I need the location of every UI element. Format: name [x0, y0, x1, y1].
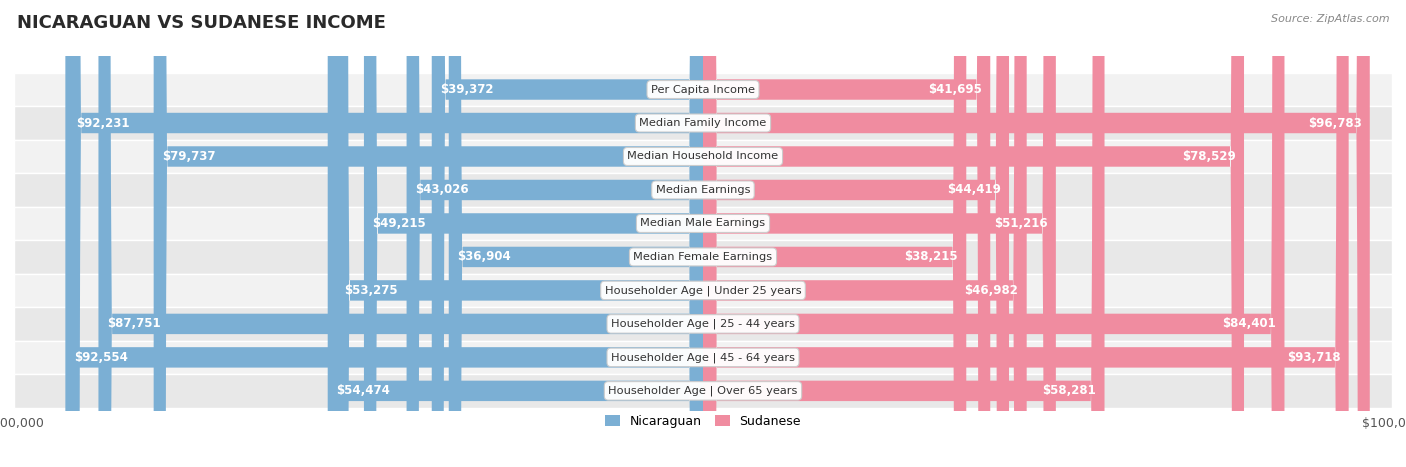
FancyBboxPatch shape [14, 106, 1392, 140]
Text: $93,718: $93,718 [1286, 351, 1340, 364]
Text: $96,783: $96,783 [1308, 116, 1361, 129]
Text: $39,372: $39,372 [440, 83, 494, 96]
FancyBboxPatch shape [328, 0, 703, 467]
Text: $53,275: $53,275 [344, 284, 398, 297]
FancyBboxPatch shape [432, 0, 703, 467]
Text: $49,215: $49,215 [373, 217, 426, 230]
Text: $36,904: $36,904 [457, 250, 510, 263]
FancyBboxPatch shape [14, 307, 1392, 340]
FancyBboxPatch shape [406, 0, 703, 467]
Text: Householder Age | 45 - 64 years: Householder Age | 45 - 64 years [612, 352, 794, 363]
Text: $84,401: $84,401 [1222, 318, 1277, 331]
Text: NICARAGUAN VS SUDANESE INCOME: NICARAGUAN VS SUDANESE INCOME [17, 14, 385, 32]
Text: $92,231: $92,231 [76, 116, 129, 129]
FancyBboxPatch shape [703, 0, 1026, 467]
Text: Householder Age | 25 - 44 years: Householder Age | 25 - 44 years [612, 318, 794, 329]
FancyBboxPatch shape [449, 0, 703, 467]
Text: Median Household Income: Median Household Income [627, 151, 779, 162]
Text: $79,737: $79,737 [162, 150, 215, 163]
FancyBboxPatch shape [364, 0, 703, 467]
FancyBboxPatch shape [153, 0, 703, 467]
FancyBboxPatch shape [703, 0, 1056, 467]
Text: Median Female Earnings: Median Female Earnings [634, 252, 772, 262]
Text: Median Earnings: Median Earnings [655, 185, 751, 195]
Text: $78,529: $78,529 [1182, 150, 1236, 163]
Text: $54,474: $54,474 [336, 384, 389, 397]
Text: $87,751: $87,751 [107, 318, 160, 331]
FancyBboxPatch shape [703, 0, 1285, 467]
FancyBboxPatch shape [703, 0, 1105, 467]
FancyBboxPatch shape [14, 274, 1392, 307]
Text: Median Family Income: Median Family Income [640, 118, 766, 128]
Text: Householder Age | Under 25 years: Householder Age | Under 25 years [605, 285, 801, 296]
Text: Median Male Earnings: Median Male Earnings [641, 219, 765, 228]
Text: $46,982: $46,982 [965, 284, 1018, 297]
Text: $41,695: $41,695 [928, 83, 981, 96]
Text: $43,026: $43,026 [415, 184, 468, 197]
FancyBboxPatch shape [703, 0, 990, 467]
FancyBboxPatch shape [14, 140, 1392, 173]
FancyBboxPatch shape [14, 374, 1392, 408]
Text: Householder Age | Over 65 years: Householder Age | Over 65 years [609, 386, 797, 396]
Text: $51,216: $51,216 [994, 217, 1047, 230]
Text: $44,419: $44,419 [946, 184, 1001, 197]
FancyBboxPatch shape [703, 0, 1244, 467]
FancyBboxPatch shape [98, 0, 703, 467]
FancyBboxPatch shape [336, 0, 703, 467]
Text: Per Capita Income: Per Capita Income [651, 85, 755, 94]
FancyBboxPatch shape [14, 240, 1392, 274]
Text: $38,215: $38,215 [904, 250, 957, 263]
Text: $58,281: $58,281 [1042, 384, 1097, 397]
FancyBboxPatch shape [703, 0, 966, 467]
FancyBboxPatch shape [14, 73, 1392, 106]
Text: Source: ZipAtlas.com: Source: ZipAtlas.com [1271, 14, 1389, 24]
FancyBboxPatch shape [14, 173, 1392, 207]
Legend: Nicaraguan, Sudanese: Nicaraguan, Sudanese [600, 410, 806, 433]
FancyBboxPatch shape [14, 340, 1392, 374]
Text: $92,554: $92,554 [73, 351, 128, 364]
FancyBboxPatch shape [703, 0, 1369, 467]
FancyBboxPatch shape [65, 0, 703, 467]
FancyBboxPatch shape [703, 0, 1010, 467]
FancyBboxPatch shape [703, 0, 1348, 467]
FancyBboxPatch shape [14, 207, 1392, 240]
FancyBboxPatch shape [67, 0, 703, 467]
